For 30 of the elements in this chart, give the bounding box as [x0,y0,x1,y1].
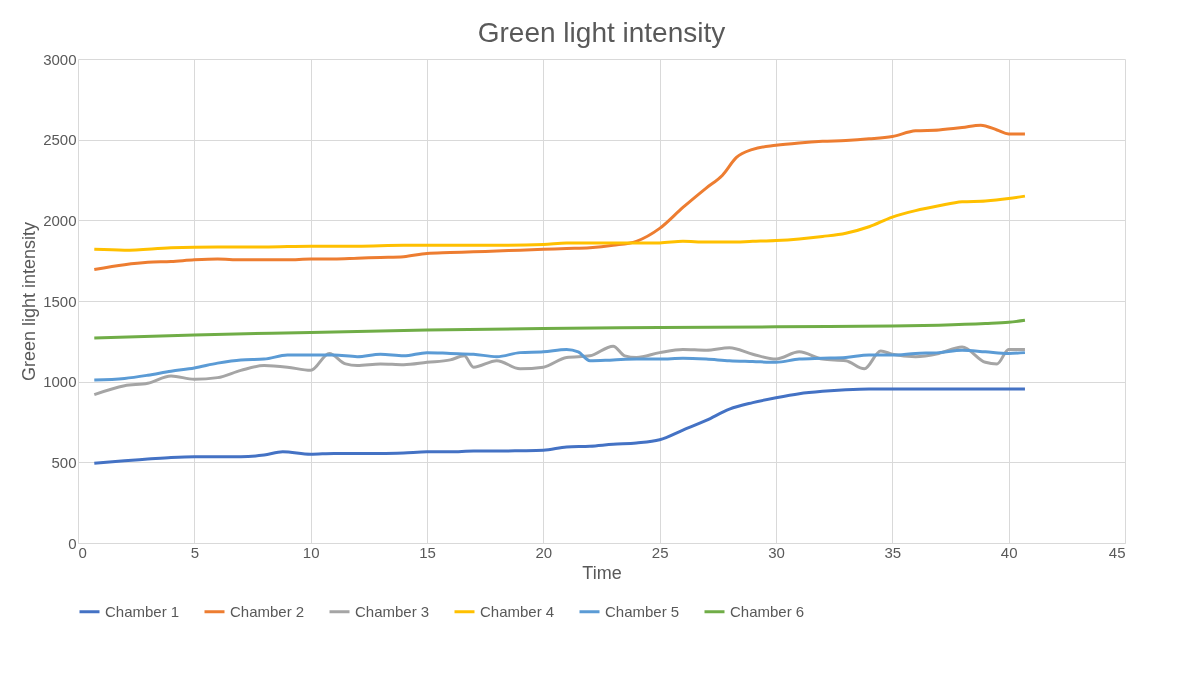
y-tick-label: 2000 [43,211,77,229]
line-series [92,194,1027,252]
legend-label: Chamber 2 [230,602,305,620]
x-tick-label: 15 [419,543,436,561]
line-series [92,344,1027,397]
chart-title: Green light intensity [477,17,726,48]
x-axis-title: Time [582,562,622,583]
y-tick-label: 3000 [43,50,77,68]
legend-label: Chamber 3 [355,602,430,620]
y-tick-label: 1500 [43,292,77,310]
x-tick-label: 20 [535,543,553,561]
y-tick-label: 2500 [43,131,77,149]
legend-label: Chamber 6 [730,602,805,620]
legend-label: Chamber 4 [480,602,555,620]
line-series [92,123,1027,272]
x-tick-label: 25 [651,543,669,561]
x-tick-label: 30 [768,543,785,561]
line-series [92,318,1027,340]
y-axis-title: Green light intensity [19,221,40,382]
x-tick-label: 35 [884,543,902,561]
y-tick-label: 500 [51,453,77,471]
x-tick-label: 5 [190,543,200,561]
x-tick-label: 45 [1108,543,1126,561]
x-tick-label: 10 [302,543,320,561]
legend-label: Chamber 1 [105,602,180,620]
line-series [92,347,1027,382]
line-series [92,387,1027,465]
x-tick-label: 40 [1000,543,1018,561]
y-tick-label: 1000 [43,373,77,391]
legend-label: Chamber 5 [605,602,680,620]
